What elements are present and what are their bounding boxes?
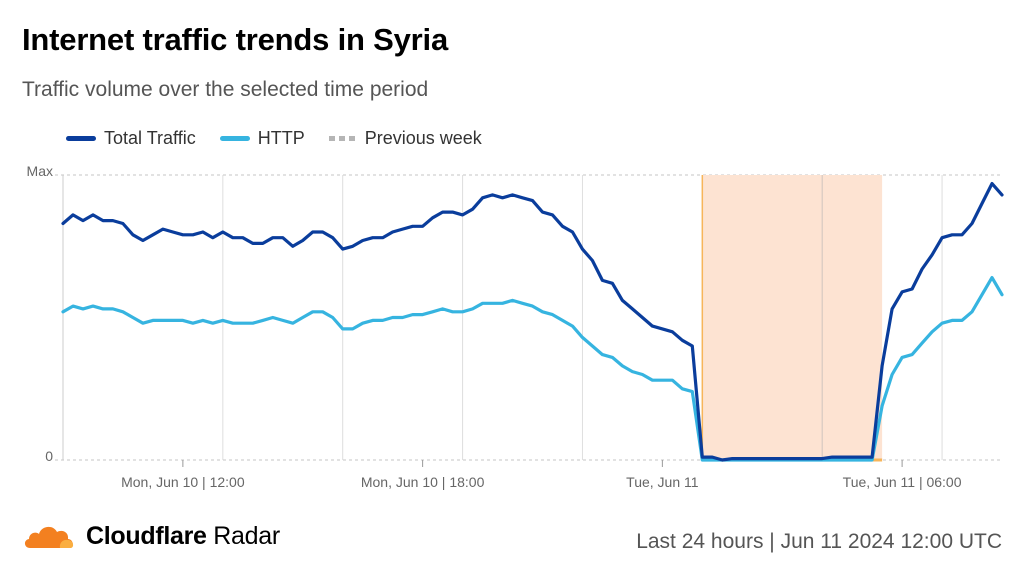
time-period-label: Last 24 hours | Jun 11 2024 12:00 UTC [636,530,1002,553]
brand-logo: Cloudflare Radar [22,520,280,552]
legend-item-previous-week[interactable]: Previous week [328,128,482,149]
brand-name-light: Radar [213,521,280,550]
legend-label-total-traffic: Total Traffic [104,128,196,148]
x-tick-label: Mon, Jun 10 | 12:00 [121,474,245,490]
legend-swatch-total-traffic [66,136,96,141]
cloudflare-cloud-icon [24,526,74,548]
legend-item-total-traffic[interactable]: Total Traffic [66,128,196,149]
brand-name-bold: Cloudflare [86,521,207,550]
y-tick-label-zero: 0 [45,448,53,464]
x-tick-label: Tue, Jun 11 [626,474,699,490]
chart-subtitle: Traffic volume over the selected time pe… [22,78,429,101]
legend-label-previous-week: Previous week [364,128,482,148]
chart-axes: 0 Max Mon, Jun 10 | 12:00 Mon, Jun 10 | 18:… [27,163,962,490]
chart-series [61,182,1004,462]
legend-label-http: HTTP [257,128,305,148]
x-tick-label: Mon, Jun 10 | 18:00 [361,474,485,490]
legend-swatch-previous-week [328,136,357,141]
series-line-http [61,276,1004,462]
legend-swatch-http [219,136,250,141]
outage-band-fill [702,175,883,460]
chart-legend: Total Traffic HTTP Previous week [66,128,506,149]
chart-title: Internet traffic trends in Syria [22,22,448,57]
x-tick-label: Tue, Jun 11 | 06:00 [843,474,962,490]
legend-item-http[interactable]: HTTP [219,128,305,149]
series-line-total-traffic [61,182,1004,462]
y-tick-label-max: Max [27,163,53,179]
outage-band [701,175,883,462]
brand-name: Cloudflare Radar [86,522,280,551]
